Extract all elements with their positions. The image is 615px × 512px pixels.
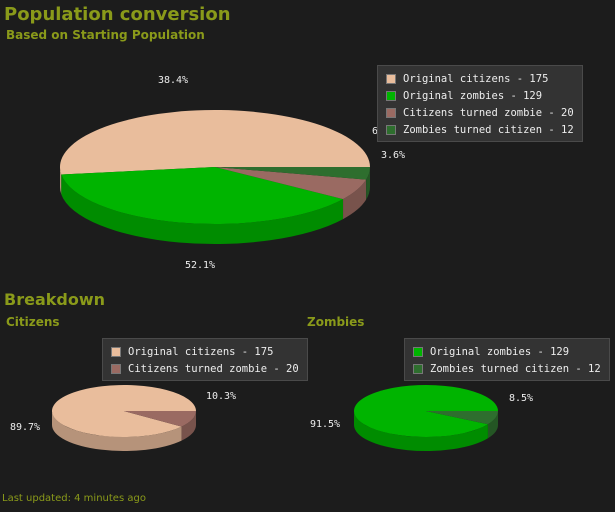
zombies-pie-legend: Original zombies - 129 Zombies turned cit…	[404, 338, 610, 381]
legend-swatch	[413, 363, 423, 374]
legend-item: Zombies turned citizen - 12	[413, 360, 601, 377]
citizens-heading: Citizens	[6, 315, 60, 329]
legend-item: Zombies turned citizen - 12	[386, 121, 574, 138]
legend-swatch	[386, 124, 396, 135]
pie-chart-3: 91.5% 8.5%	[310, 385, 533, 452]
pie-side-original-citizens-175	[60, 167, 62, 195]
last-updated-text: Last updated: 4 minutes ago	[2, 493, 146, 504]
pie-side-original-citizens-175	[52, 411, 182, 452]
pie-slice-zombies-turned-citizen-12	[426, 411, 498, 425]
pie-side-zombies-turned-citizen-12	[487, 411, 498, 439]
legend-swatch	[386, 107, 396, 118]
legend-swatch	[386, 90, 396, 101]
legend-label: Citizens turned zombie - 20	[128, 362, 299, 375]
pie-side-citizens-turned-zombie-20	[343, 179, 367, 220]
breakdown-heading: Breakdown	[4, 290, 105, 309]
legend-item: Original zombies - 129	[413, 343, 601, 360]
pie-chart-2: 89.7% 10.3%	[10, 385, 236, 452]
legend-item: Citizens turned zombie - 20	[111, 360, 299, 377]
pie-slice-original-citizens-175	[51, 385, 196, 438]
pie-slice-zombies-turned-citizen-12	[215, 167, 370, 180]
zombies-heading: Zombies	[307, 315, 365, 329]
legend-swatch	[413, 346, 423, 357]
legend-label: Zombies turned citizen - 12	[430, 362, 601, 375]
pie-side-zombies-turned-citizen-12	[366, 167, 370, 200]
slice-percent-label: 3.6%	[381, 150, 405, 161]
page-title: Population conversion	[4, 4, 231, 25]
page-subtitle: Based on Starting Population	[6, 28, 205, 42]
legend-swatch	[111, 363, 121, 374]
slice-percent-label: 38.4%	[158, 75, 188, 86]
legend-item: Original citizens - 175	[111, 343, 299, 360]
legend-label: Citizens turned zombie - 20	[403, 106, 574, 119]
slice-percent-label: 91.5%	[310, 419, 340, 430]
pie-slice-original-zombies-129	[61, 167, 344, 224]
legend-label: Original zombies - 129	[430, 345, 570, 358]
legend-swatch	[111, 346, 121, 357]
legend-label: Original citizens - 175	[403, 72, 549, 85]
pie-slice-original-zombies-129	[354, 385, 498, 438]
main-pie-legend: Original citizens - 175 Original zombies …	[377, 65, 583, 142]
pie-slice-original-citizens-175	[59, 109, 370, 175]
slice-percent-label: 52.1%	[185, 260, 215, 271]
legend-item: Original zombies - 129	[386, 87, 574, 104]
slice-percent-label: 8.5%	[509, 393, 533, 404]
legend-item: Citizens turned zombie - 20	[386, 104, 574, 121]
slice-percent-label: 10.3%	[206, 391, 236, 402]
legend-label: Zombies turned citizen - 12	[403, 123, 574, 136]
citizens-pie-legend: Original citizens - 175 Citizens turned z…	[102, 338, 308, 381]
pie-side-citizens-turned-zombie-20	[181, 411, 196, 441]
legend-item: Original citizens - 175	[386, 70, 574, 87]
pie-chart-1: 52.1%38.4%6%3.6%	[59, 75, 405, 271]
slice-percent-label: 89.7%	[10, 422, 40, 433]
pie-slice-citizens-turned-zombie-20	[215, 167, 367, 200]
pie-side-original-zombies-129	[61, 174, 344, 245]
pie-slice-citizens-turned-zombie-20	[124, 411, 196, 427]
legend-label: Original zombies - 129	[403, 89, 543, 102]
legend-swatch	[386, 73, 396, 84]
legend-label: Original citizens - 175	[128, 345, 274, 358]
pie-side-original-zombies-129	[354, 411, 488, 452]
